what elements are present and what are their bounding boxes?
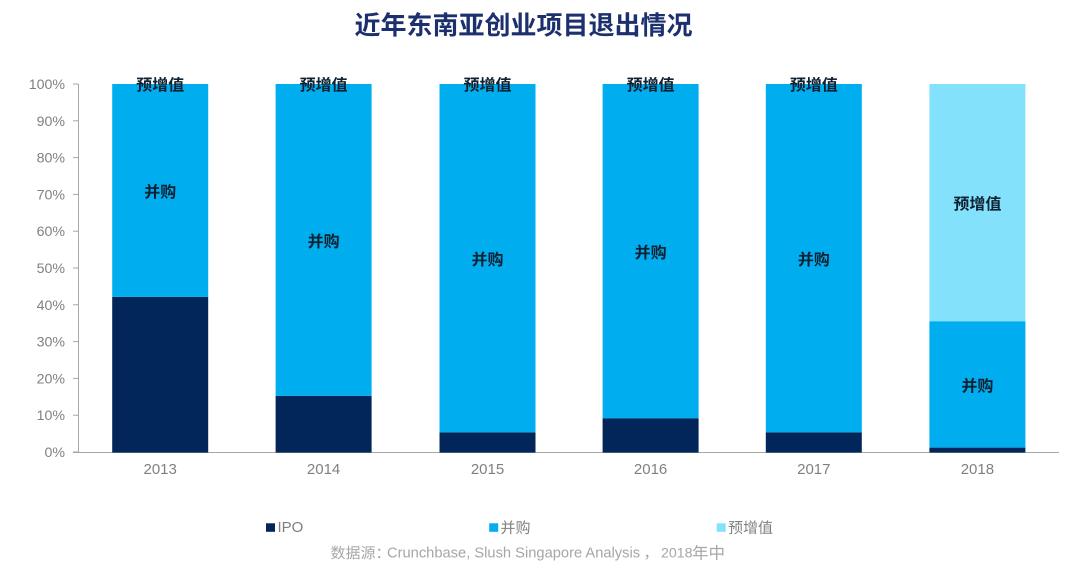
- svg-text:2014: 2014: [307, 461, 340, 478]
- svg-text:20%: 20%: [37, 371, 66, 387]
- svg-text:10%: 10%: [37, 408, 66, 424]
- svg-text:2018: 2018: [961, 461, 994, 478]
- svg-text:2015: 2015: [471, 461, 504, 478]
- svg-text:2018: 2018: [661, 546, 693, 562]
- svg-text:2016: 2016: [634, 461, 667, 478]
- svg-text:0%: 0%: [44, 445, 65, 461]
- svg-text:IPO: IPO: [278, 519, 304, 536]
- svg-text:30%: 30%: [37, 335, 66, 351]
- svg-text:Crunchbase, Slush Singapore An: Crunchbase, Slush Singapore Analysis: [387, 546, 640, 562]
- svg-text:2017: 2017: [797, 461, 830, 478]
- svg-text:40%: 40%: [37, 298, 66, 314]
- svg-text:80%: 80%: [37, 151, 66, 167]
- svg-text:50%: 50%: [37, 261, 66, 277]
- svg-text:70%: 70%: [37, 187, 66, 203]
- svg-text:2013: 2013: [144, 461, 177, 478]
- svg-text:100%: 100%: [29, 77, 66, 93]
- svg-text:90%: 90%: [37, 114, 66, 130]
- svg-text:60%: 60%: [37, 224, 66, 240]
